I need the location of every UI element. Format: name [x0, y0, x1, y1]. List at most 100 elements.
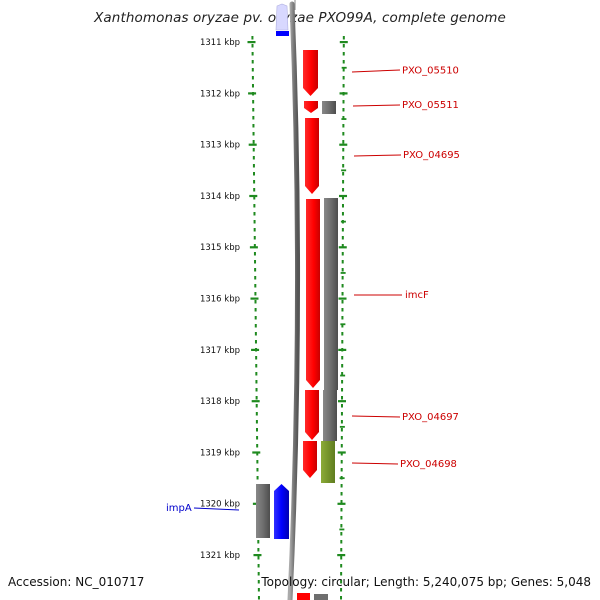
ruler-label: 1318 kbp — [200, 397, 240, 407]
ruler-dot — [341, 332, 344, 336]
ruler-dot — [341, 284, 344, 288]
ruler-dot — [256, 468, 259, 472]
ruler-dot — [254, 292, 257, 296]
ruler-labels: 1311 kbp 1312 kbp 1313 kbp 1314 kbp 1315 kbp… — [200, 38, 240, 561]
ruler-dot — [253, 220, 256, 224]
ruler-dot — [256, 476, 259, 480]
gene-PXO_04695[interactable] — [305, 118, 319, 194]
gene-track-PXO_04697[interactable] — [323, 390, 337, 441]
ruler-dot — [340, 500, 343, 504]
ruler-major-tick — [247, 41, 256, 44]
ruler-label: 1315 kbp — [200, 243, 240, 253]
ruler-dot — [342, 188, 345, 192]
ruler-dot — [253, 252, 256, 256]
label-PXO_04698[interactable]: PXO_04698 — [400, 459, 457, 470]
gene-track-PXO_04698[interactable] — [321, 441, 335, 483]
ruler-dot — [342, 108, 345, 112]
ruler-dot — [255, 428, 258, 432]
ruler-dot — [340, 588, 343, 592]
ruler-dot — [342, 140, 345, 144]
ruler-major-tick — [337, 554, 346, 557]
label-PXO_05510[interactable]: PXO_05510 — [402, 66, 459, 77]
leader-line-impA — [193, 507, 240, 511]
ruler-dot — [251, 36, 254, 40]
gene-feature-top-blue[interactable] — [276, 31, 289, 36]
ruler-major-tick — [252, 451, 261, 454]
ruler-dot — [255, 388, 258, 392]
ruler-minor-tick — [339, 425, 345, 428]
ruler-dot — [340, 532, 343, 536]
gene-track-impA[interactable] — [256, 484, 270, 538]
gene-track-imcF[interactable] — [324, 198, 338, 390]
label-imcF[interactable]: imcF — [405, 290, 429, 301]
gene-PXO_05510[interactable] — [303, 50, 318, 96]
ruler-dot — [253, 212, 256, 216]
leader-line-PXO_04698 — [351, 462, 399, 465]
ruler-minor-tick — [340, 323, 346, 326]
ruler-dot — [342, 44, 345, 48]
ruler-dot — [341, 308, 344, 312]
ruler-dot — [253, 196, 256, 200]
ruler-dot — [342, 68, 345, 72]
ruler-dot — [340, 580, 343, 584]
ruler-dot — [251, 84, 254, 88]
ruler-dot — [251, 76, 254, 80]
ruler-dot — [252, 100, 255, 104]
gene-PXO_04698[interactable] — [303, 441, 317, 478]
ruler-dot — [342, 124, 345, 128]
ruler-label: 1317 kbp — [200, 346, 240, 356]
gene-feature-bottom-gray[interactable] — [314, 594, 328, 600]
ruler-major-tick — [338, 348, 347, 351]
gene-feature-top-light[interactable] — [275, 3, 289, 31]
ruler-dot — [341, 324, 344, 328]
ruler-dot — [256, 460, 259, 464]
label-PXO_04695[interactable]: PXO_04695 — [403, 150, 460, 161]
ruler-dot — [254, 324, 257, 328]
ruler-dot — [342, 156, 345, 160]
gene-feature-bottom-red[interactable] — [297, 593, 310, 600]
label-PXO_04697[interactable]: PXO_04697 — [402, 412, 459, 423]
ruler-dot — [253, 172, 256, 176]
ruler-dot — [342, 180, 345, 184]
ruler-dot — [341, 388, 344, 392]
ruler-dot — [340, 556, 343, 560]
ruler-dot — [254, 308, 257, 312]
ruler-dot — [340, 596, 343, 600]
ruler-dot — [341, 276, 344, 280]
label-PXO_05511[interactable]: PXO_05511 — [402, 100, 459, 111]
ruler-dot — [254, 300, 257, 304]
gene-track-PXO_05511[interactable] — [322, 101, 336, 114]
ruler-dot — [342, 196, 345, 200]
ruler-dot — [253, 204, 256, 208]
ruler-dot — [255, 404, 258, 408]
ruler-dot — [340, 468, 343, 472]
ruler-major-tick — [249, 194, 258, 198]
ruler-label: 1320 kbp — [200, 500, 240, 510]
label-impA[interactable]: impA — [166, 503, 192, 514]
gene-imcF[interactable] — [306, 199, 320, 388]
ruler-dot — [342, 116, 345, 120]
ruler-minor-tick — [340, 220, 346, 223]
ruler-dot — [257, 556, 260, 560]
ruler-dot — [252, 148, 255, 152]
ruler-dot — [255, 356, 258, 360]
ruler-minor-tick — [341, 66, 347, 69]
gene-PXO_05511[interactable] — [304, 101, 318, 113]
ruler-dot — [254, 332, 257, 336]
ruler-dot — [252, 108, 255, 112]
ruler-dot — [340, 428, 343, 432]
ruler-label: 1313 kbp — [200, 141, 240, 151]
ruler-dot — [342, 100, 345, 104]
gene-impA[interactable] — [274, 484, 289, 539]
ruler-dot — [256, 436, 259, 440]
ruler-dot — [254, 316, 257, 320]
ruler-dot — [342, 36, 345, 40]
ruler-dot — [253, 228, 256, 232]
ruler-dot — [254, 268, 257, 272]
accession-text: Accession: NC_010717 — [8, 575, 145, 589]
ruler-dot — [253, 180, 256, 184]
ruler-dot — [340, 540, 343, 544]
gene-PXO_04697[interactable] — [305, 390, 319, 440]
ruler-dot — [341, 236, 344, 240]
